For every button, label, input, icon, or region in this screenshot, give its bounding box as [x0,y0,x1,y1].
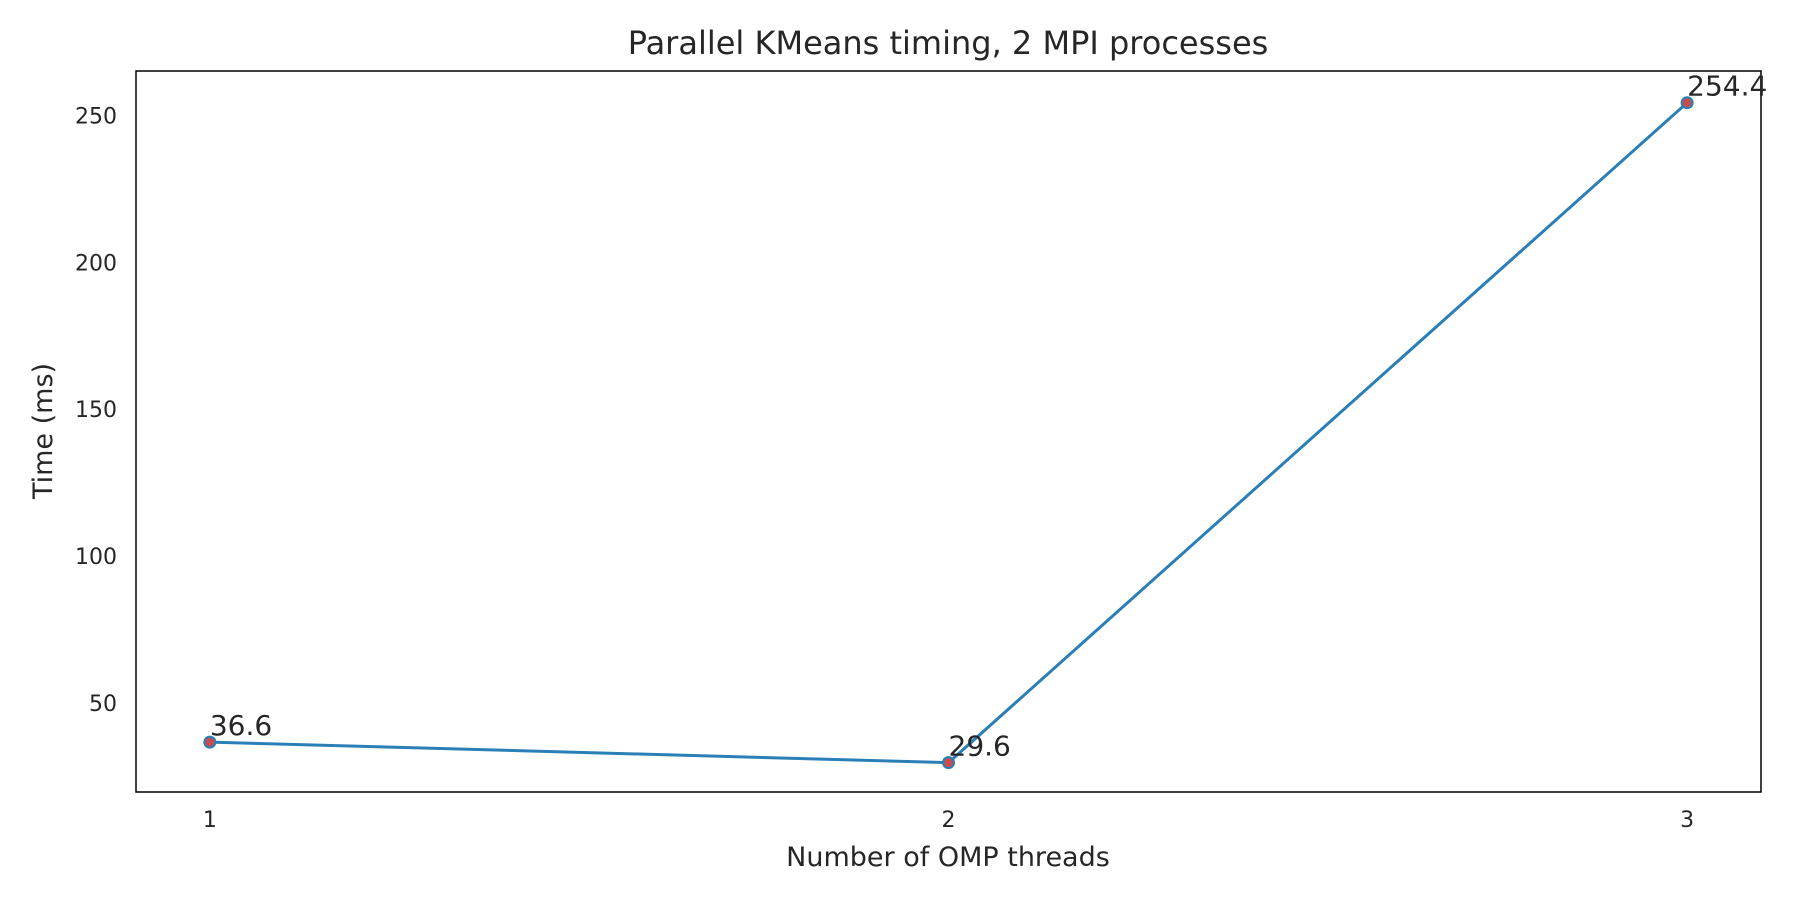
data-label: 254.4 [1687,70,1767,103]
y-axis-label: Time (ms) [28,363,59,500]
data-point [1680,96,1694,110]
chart-title: Parallel KMeans timing, 2 MPI processes [628,24,1269,62]
y-tick-label: 200 [75,251,117,276]
data-label: 36.6 [210,709,272,742]
x-axis-label: Number of OMP threads [786,842,1110,873]
data-label: 29.6 [949,730,1011,763]
y-tick-label: 150 [75,398,117,423]
y-tick-label: 100 [75,545,117,570]
series-line [208,101,1689,765]
plot-area-frame [135,70,1762,793]
data-labels-layer: 36.6 29.6 254.4 [210,70,1767,763]
data-point [942,756,955,770]
x-tick-label: 3 [1680,808,1694,833]
x-tick-label: 1 [203,808,217,833]
y-tick-label: 250 [75,105,117,130]
x-axis-ticks: 1 2 3 [203,808,1694,833]
y-axis-ticks: 50 100 150 200 250 [75,105,117,717]
data-point [203,735,217,749]
series-layer [203,96,1694,770]
x-tick-label: 2 [942,808,956,833]
y-tick-label: 50 [89,692,117,717]
